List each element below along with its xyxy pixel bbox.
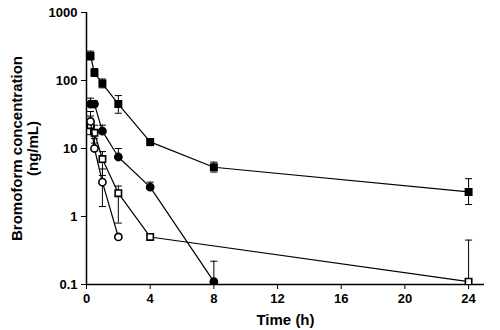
- svg-text:12: 12: [270, 291, 284, 306]
- svg-text:100: 100: [56, 73, 78, 88]
- svg-text:Bromoform concentration(ng/mL): Bromoform concentration(ng/mL): [8, 56, 42, 241]
- svg-text:8: 8: [210, 291, 217, 306]
- svg-text:24: 24: [461, 291, 476, 306]
- svg-text:20: 20: [398, 291, 412, 306]
- svg-text:0.1: 0.1: [59, 277, 77, 292]
- svg-text:10: 10: [63, 141, 77, 156]
- svg-text:4: 4: [147, 291, 155, 306]
- svg-text:Time (h): Time (h): [256, 311, 314, 328]
- svg-text:16: 16: [334, 291, 348, 306]
- svg-text:1000: 1000: [49, 5, 78, 20]
- svg-text:1: 1: [70, 209, 77, 224]
- svg-text:0: 0: [83, 291, 90, 306]
